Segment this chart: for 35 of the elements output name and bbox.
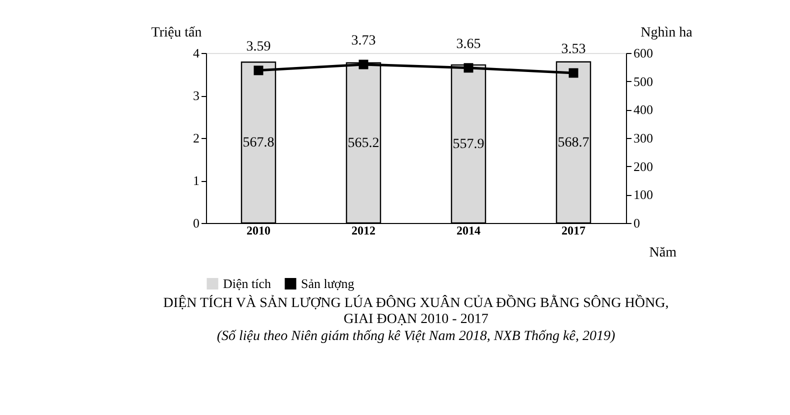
y-tick-label: 4 (193, 46, 200, 60)
point (254, 66, 264, 76)
data-label: 567.8 (242, 136, 274, 151)
y2-axis-title: Nghìn ha (640, 26, 694, 40)
y2-tick-label: 500 (634, 74, 653, 89)
y2-tick-label: 600 (634, 46, 653, 60)
text: DIỆN TÍCH VÀ SẢN LƯỢNG LÚA ĐÔNG XUÂN CỦA ĐỒNG BẰNG SÔNG HỒNG, GIAI ĐOẠN 2010 - 2017 (163, 294, 669, 327)
y2-tick-label: 300 (634, 130, 653, 146)
point (568, 68, 578, 78)
x-tick-label: 2010 (246, 224, 270, 238)
y-tick-label: 3 (193, 88, 200, 103)
point (464, 63, 474, 73)
data-label: 565.2 (348, 136, 380, 151)
data-label: 3.73 (351, 33, 376, 48)
data-label: 3.59 (246, 39, 271, 54)
data-label: 568.7 (558, 135, 590, 150)
data-label: 3.65 (456, 36, 481, 52)
y-tick-label: 1 (193, 173, 200, 188)
y2-tick-label: 0 (634, 216, 640, 230)
y-tick-label: 0 (193, 216, 200, 230)
x-tick-label: 2012 (352, 224, 376, 238)
legend-label: Diện tích (223, 276, 272, 291)
data-label: 557.9 (452, 136, 484, 152)
y2-tick-label: 100 (634, 187, 653, 202)
x-tick-label: 2017 (562, 224, 586, 238)
y2-tick-label: 200 (634, 158, 653, 174)
data-label: 3.53 (561, 42, 586, 57)
point (358, 60, 368, 70)
y-axis-title: Triệu tấn (151, 26, 202, 40)
y2-tick-label: 400 (634, 102, 653, 118)
x-axis-title: Năm (649, 246, 677, 260)
y-tick-label: 2 (193, 130, 200, 146)
legend-label: Sản lượng (301, 276, 355, 291)
text: (Số liệu theo Niên giám thống kê Việt Nam 2018, NXB Thống kê, 2019) (216, 329, 616, 344)
x-tick-label: 2014 (456, 224, 480, 238)
